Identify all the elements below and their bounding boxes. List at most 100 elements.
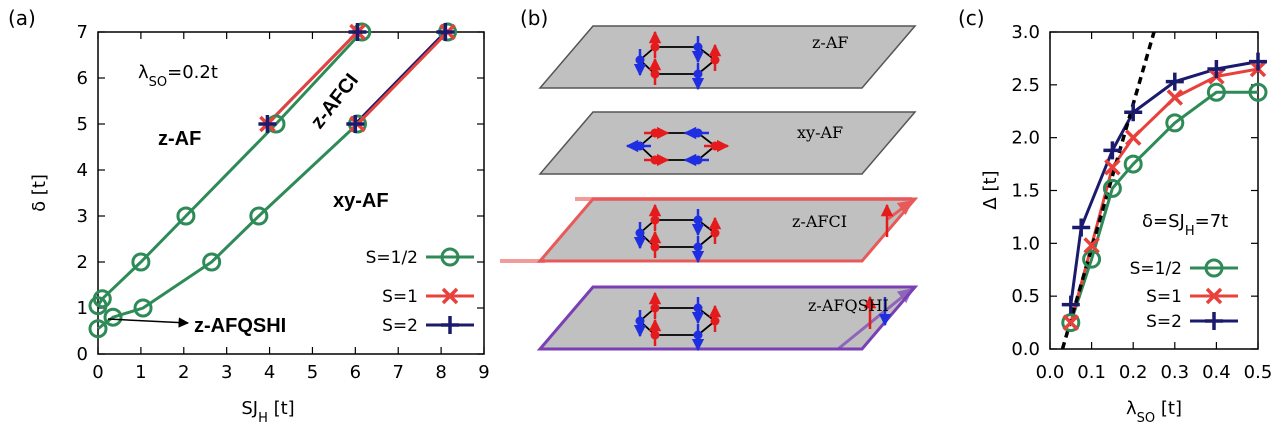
plane-xy-af: xy-AF <box>538 111 917 175</box>
series-line-a <box>356 30 449 126</box>
x-tick-label-a: 2 <box>178 362 189 383</box>
plane-z-af: z-AF <box>538 25 917 91</box>
data-point-a <box>103 307 123 327</box>
legend-marker-a <box>441 316 459 334</box>
linear-fit-line <box>1060 31 1156 350</box>
y-tick-label-a: 4 <box>77 160 88 181</box>
legend-label-s-one: S=1 <box>382 287 418 307</box>
x-tick-label-a: 3 <box>221 362 232 383</box>
panel-label-a: (a) <box>8 6 36 30</box>
plane-sheet <box>538 25 917 89</box>
data-point-c <box>1062 314 1080 331</box>
data-point-c <box>1072 218 1091 237</box>
plane-z-afqshi: z-AFQSHI <box>536 285 919 352</box>
x-tick-label-c: 0.2 <box>1119 362 1148 383</box>
data-point-a <box>346 115 365 133</box>
legend-c: S=1/2 S=1 S=2 <box>1130 258 1238 332</box>
y-tick-label-c: 1.0 <box>1011 233 1040 254</box>
legend-label-c-s-two: S=2 <box>1146 312 1182 332</box>
x-tick-label-a: 8 <box>435 362 446 383</box>
legend-a: S=1/2 S=1 S=2 <box>366 247 474 336</box>
plane-label: z-AFCI <box>792 212 847 231</box>
data-point-c <box>1206 82 1226 102</box>
y-tick-label-a: 3 <box>77 206 88 227</box>
data-point-a <box>249 206 269 226</box>
data-point-c <box>1103 141 1122 160</box>
edge-current-arrow <box>837 287 914 351</box>
gap-vs-soc-chart: 0.0 0.1 0.2 0.3 0.4 0.50.00.51.01.52.02.53.0 … <box>980 22 1272 426</box>
y-tick-label-a: 5 <box>77 114 88 135</box>
plane-z-afci: z-AFCI <box>500 197 919 264</box>
region-label-xy-af: xy-AF <box>333 190 389 212</box>
data-point-a <box>436 23 455 41</box>
spin-configurations-illustration: z-AF xy-AF z-AFCI z-AFQSHI <box>500 25 919 352</box>
region-label-z-afqshi: z-AFQSHI <box>194 315 286 337</box>
legend-label-s-half: S=1/2 <box>366 248 418 268</box>
x-tick-label-c: 0.5 <box>1244 362 1273 383</box>
plane-sheet <box>538 111 917 175</box>
x-tick-label-a: 9 <box>478 362 489 383</box>
data-point-c <box>1248 82 1268 102</box>
plane-label: xy-AF <box>797 123 843 142</box>
legend-marker-c <box>1205 312 1223 330</box>
x-tick-label-a: 7 <box>392 362 403 383</box>
y-tick-label-a: 7 <box>77 22 88 43</box>
x-tick-label-a: 4 <box>264 362 275 383</box>
y-tick-label-a: 6 <box>77 68 88 89</box>
data-point-c <box>1061 295 1080 314</box>
x-tick-label-a: 5 <box>307 362 318 383</box>
y-axis-label-a: δ [t] <box>29 174 50 212</box>
x-tick-label-c: 0.0 <box>1036 362 1065 383</box>
data-point-c <box>1061 313 1081 333</box>
data-point-c <box>1083 237 1100 254</box>
x-axis-label-a: SJH [t] <box>241 398 294 426</box>
data-point-c <box>1104 159 1121 176</box>
plane-label: z-AF <box>812 33 849 52</box>
y-tick-label-c: 1.5 <box>1011 181 1040 202</box>
panel-label-c: (c) <box>958 6 985 30</box>
data-point-a <box>202 252 222 272</box>
data-point-c <box>1123 154 1143 174</box>
data-point-a <box>348 23 367 41</box>
legend-label-s-two: S=2 <box>382 316 418 336</box>
x-axis-label-c: λSO [t] <box>1126 398 1182 426</box>
y-tick-label-a: 0 <box>77 344 88 365</box>
plane-sheet <box>536 197 919 263</box>
series-line-a <box>266 30 359 126</box>
y-tick-label-c: 0.5 <box>1011 286 1040 307</box>
y-tick-label-c: 2.0 <box>1011 128 1040 149</box>
y-axis-label-c: Δ [t] <box>980 170 1001 209</box>
region-label-z-af: z-AF <box>158 128 201 150</box>
plane-label: z-AFQSHI <box>808 296 889 315</box>
y-tick-label-c: 2.5 <box>1011 75 1040 96</box>
x-tick-label-a: 0 <box>92 362 103 383</box>
y-tick-label-a: 2 <box>77 252 88 273</box>
y-tick-label-a: 1 <box>77 298 88 319</box>
data-point-a <box>92 289 112 309</box>
legend-marker-c <box>1205 287 1223 305</box>
data-point-a <box>131 252 151 272</box>
qshi-arrow <box>107 317 190 328</box>
data-point-a <box>133 298 153 318</box>
plot-frame-a <box>97 31 485 355</box>
annotation-lambda-a: λSO=0.2t <box>138 62 218 90</box>
data-point-a <box>176 206 196 226</box>
legend-marker-a <box>441 287 459 305</box>
x-tick-label-a: 1 <box>135 362 146 383</box>
annotation-delta-c: δ=SJH=7t <box>1142 211 1228 239</box>
data-point-c <box>1082 249 1102 269</box>
legend-marker-c <box>1204 258 1224 278</box>
data-point-c <box>1166 89 1184 106</box>
legend-label-c-s-one: S=1 <box>1146 287 1182 307</box>
y-tick-label-c: 0.0 <box>1011 339 1040 360</box>
data-point-c <box>1165 113 1185 133</box>
panel-label-b: (b) <box>520 6 548 30</box>
legend-label-c-s-half: S=1/2 <box>1130 259 1182 279</box>
data-point-a <box>88 319 108 339</box>
data-point-c <box>1124 129 1142 146</box>
data-point-c <box>1124 103 1143 122</box>
series-line-c <box>1069 90 1258 324</box>
x-tick-label-c: 0.1 <box>1077 362 1106 383</box>
